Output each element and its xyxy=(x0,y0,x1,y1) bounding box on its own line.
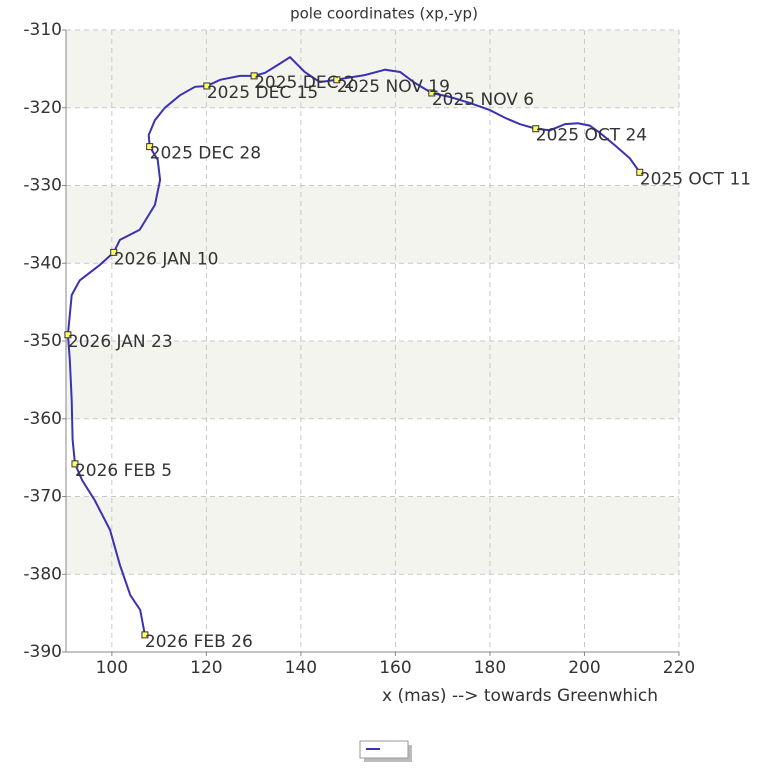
annotation-marker xyxy=(203,82,211,90)
y-tick-label: -380 xyxy=(23,564,62,584)
series-line xyxy=(66,55,641,636)
y-tick-label: -370 xyxy=(23,487,62,507)
annotation-label: 2026 JAN 23 xyxy=(68,332,173,352)
plot-band xyxy=(66,185,679,264)
annotation-marker xyxy=(532,125,540,133)
annotation-label: 2025 OCT 24 xyxy=(536,126,647,146)
plot-band xyxy=(66,30,679,108)
x-tick-label: 200 xyxy=(568,658,600,678)
x-tick-label: 140 xyxy=(285,658,317,678)
x-axis-label: x (mas) --> towards Greenwhich xyxy=(382,686,658,706)
y-tick-label: -310 xyxy=(23,20,62,40)
x-tick-label: 220 xyxy=(663,658,695,678)
annotation-marker xyxy=(333,76,341,84)
x-tick-label: 120 xyxy=(190,658,222,678)
annotation-label: 2025 NOV 6 xyxy=(432,90,534,110)
annotation-marker xyxy=(71,460,79,468)
y-tick-label: -390 xyxy=(23,642,62,662)
annotation-marker xyxy=(250,72,258,80)
annotation-label: 2025 DEC 2 xyxy=(254,73,355,93)
annotation-label: 2025 DEC 15 xyxy=(207,83,318,103)
x-tick-label: 100 xyxy=(96,658,128,678)
y-tick-label: -360 xyxy=(23,409,62,429)
annotation-marker xyxy=(110,248,118,256)
annotation-label: 2025 NOV 19 xyxy=(337,77,450,97)
x-tick-label: 180 xyxy=(474,658,506,678)
annotation-label: 2025 OCT 11 xyxy=(640,169,751,189)
y-tick-label: -340 xyxy=(23,253,62,273)
annotation-label: 2026 FEB 26 xyxy=(145,632,253,652)
x-tick-label: 160 xyxy=(379,658,411,678)
annotation-marker xyxy=(428,89,436,97)
y-tick-label: -350 xyxy=(23,331,62,351)
annotation-label: 2026 JAN 10 xyxy=(114,249,219,269)
annotation-label: 2025 DEC 28 xyxy=(150,144,261,164)
y-tick-label: -330 xyxy=(23,176,62,196)
annotation-marker xyxy=(146,143,154,151)
chart-title: pole coordinates (xp,-yp) xyxy=(290,5,478,23)
annotation-marker xyxy=(141,631,149,639)
annotation-marker xyxy=(636,168,644,176)
y-tick-label: -320 xyxy=(23,98,62,118)
legend-box xyxy=(359,740,409,759)
legend xyxy=(359,740,412,762)
annotation-marker xyxy=(64,331,72,339)
plot-band xyxy=(66,496,679,575)
annotation-label: 2026 FEB 5 xyxy=(75,461,172,481)
plot-band xyxy=(66,341,679,419)
